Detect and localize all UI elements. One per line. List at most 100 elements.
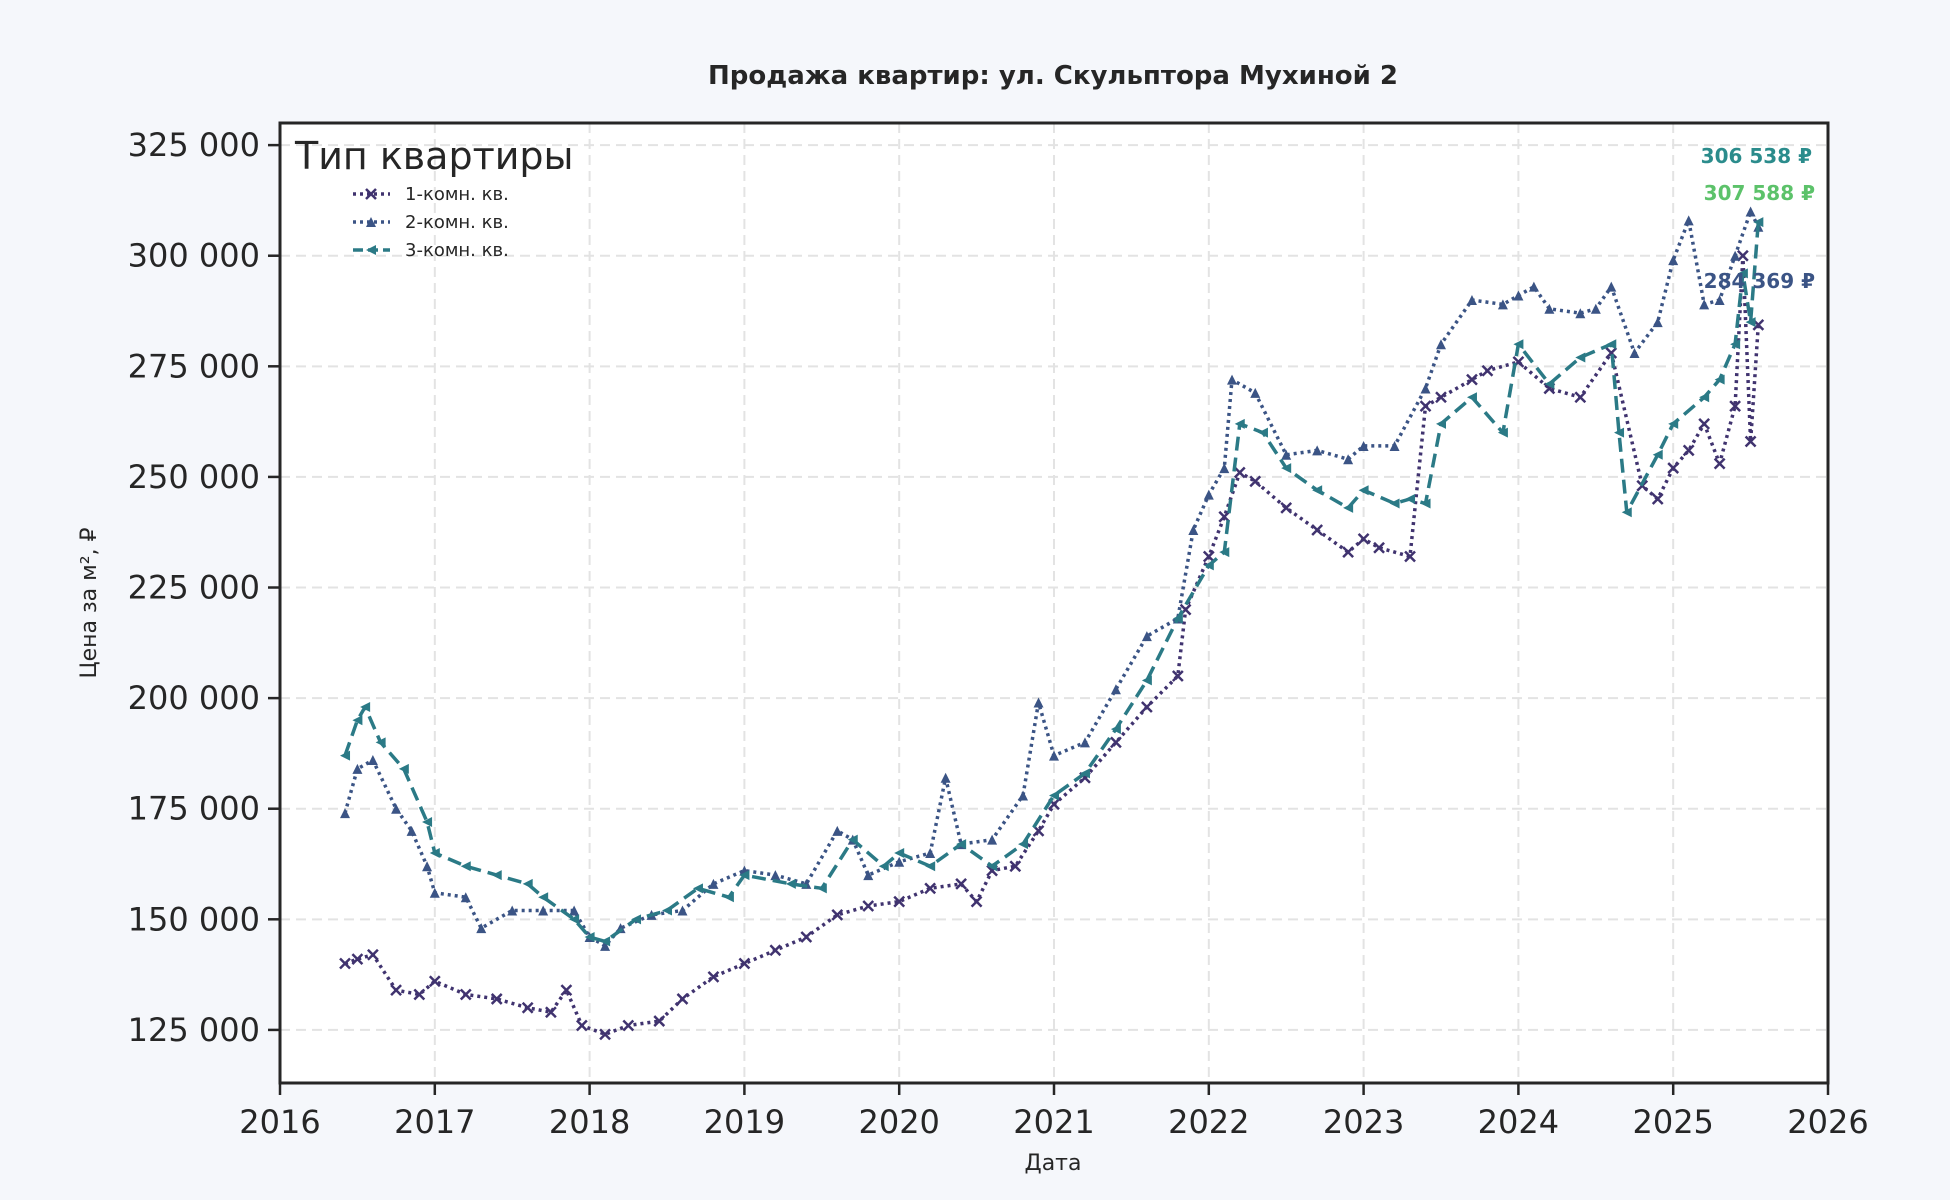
data-point	[723, 892, 734, 903]
data-point	[460, 861, 471, 872]
data-point	[429, 847, 440, 858]
data-point	[1110, 724, 1121, 735]
data-point	[1312, 485, 1323, 496]
data-point	[339, 957, 351, 970]
legend-label: 3-комн. кв.	[405, 240, 509, 261]
data-point	[894, 847, 905, 858]
y-tick-label: 175 000	[128, 790, 260, 828]
data-point	[1141, 675, 1152, 686]
data-point	[1605, 347, 1618, 359]
data-point	[600, 936, 611, 947]
y-tick-label: 150 000	[128, 900, 260, 938]
y-tick-label: 200 000	[128, 679, 260, 717]
data-point	[1009, 860, 1022, 873]
data-point	[893, 895, 906, 908]
data-point	[739, 870, 750, 881]
data-point	[1110, 736, 1122, 749]
data-point	[1652, 449, 1663, 460]
data-point	[522, 878, 533, 889]
data-point	[351, 953, 364, 966]
data-point	[1358, 440, 1369, 451]
data-point	[1513, 290, 1524, 301]
x-tick-label: 2020	[858, 1103, 939, 1141]
data-point	[816, 883, 827, 894]
data-point	[1575, 352, 1586, 363]
data-point	[340, 808, 351, 819]
data-point	[1227, 374, 1238, 385]
data-point	[1753, 217, 1764, 228]
data-point	[1629, 348, 1640, 359]
data-point	[1730, 250, 1741, 261]
data-point	[1713, 457, 1726, 470]
data-point	[1683, 215, 1694, 226]
data-point	[1699, 392, 1710, 403]
data-point	[878, 861, 889, 872]
legend-label: 1-комн. кв.	[405, 184, 509, 205]
data-point	[1033, 697, 1044, 708]
data-point	[428, 975, 441, 988]
data-point	[677, 905, 688, 916]
data-point	[894, 856, 905, 867]
data-point	[1358, 485, 1369, 496]
data-point	[832, 825, 843, 836]
data-point	[569, 914, 580, 925]
x-tick-label: 2017	[394, 1103, 475, 1141]
data-point	[1744, 435, 1757, 448]
data-point	[1188, 525, 1199, 536]
x-tick-label: 2021	[1013, 1103, 1094, 1141]
data-point	[1219, 463, 1230, 474]
data-point	[366, 217, 376, 227]
data-point	[1280, 502, 1293, 514]
data-point	[1590, 303, 1601, 314]
data-point	[398, 763, 409, 774]
x-axis-label: Дата	[1025, 1151, 1082, 1176]
data-point	[1729, 400, 1742, 413]
data-point	[1714, 294, 1725, 305]
data-point	[1513, 339, 1524, 350]
data-point	[1420, 383, 1431, 394]
data-point	[1544, 303, 1555, 314]
data-point	[1373, 541, 1385, 554]
data-point	[422, 816, 433, 827]
data-point	[987, 861, 998, 872]
data-point	[1466, 392, 1477, 403]
y-tick-label: 275 000	[128, 347, 260, 385]
end-value-label: 307 588 ₽	[1704, 181, 1815, 205]
data-point	[1203, 489, 1214, 500]
data-point	[800, 931, 813, 943]
data-point	[375, 737, 386, 748]
data-point	[460, 892, 471, 903]
data-point	[491, 870, 502, 881]
x-tick-label: 2022	[1168, 1103, 1249, 1141]
data-point	[422, 861, 433, 872]
x-tick-label: 2023	[1323, 1103, 1404, 1141]
data-point	[1667, 462, 1680, 474]
data-point	[970, 895, 983, 908]
data-point	[1436, 339, 1446, 350]
data-point	[367, 755, 378, 766]
data-point	[584, 932, 595, 943]
data-point	[1481, 364, 1494, 377]
data-point	[1257, 427, 1268, 438]
data-point	[1668, 255, 1679, 266]
data-point	[1574, 391, 1587, 404]
data-point	[1250, 387, 1261, 398]
y-tick-label: 300 000	[128, 237, 260, 275]
data-point	[1745, 317, 1756, 328]
data-point	[863, 870, 874, 881]
data-point	[1466, 373, 1478, 386]
data-point	[1311, 524, 1324, 536]
data-point	[1606, 281, 1617, 292]
data-point	[831, 909, 844, 921]
data-point	[1621, 507, 1632, 518]
data-point	[340, 750, 351, 761]
data-point	[1420, 498, 1431, 509]
legend-label: 2-комн. кв.	[405, 212, 509, 233]
data-point	[1575, 308, 1586, 319]
data-point	[560, 984, 573, 996]
data-point	[429, 887, 440, 898]
data-point	[631, 914, 642, 925]
series-3	[340, 217, 1764, 947]
data-point	[1404, 550, 1416, 563]
data-point	[1730, 339, 1741, 350]
